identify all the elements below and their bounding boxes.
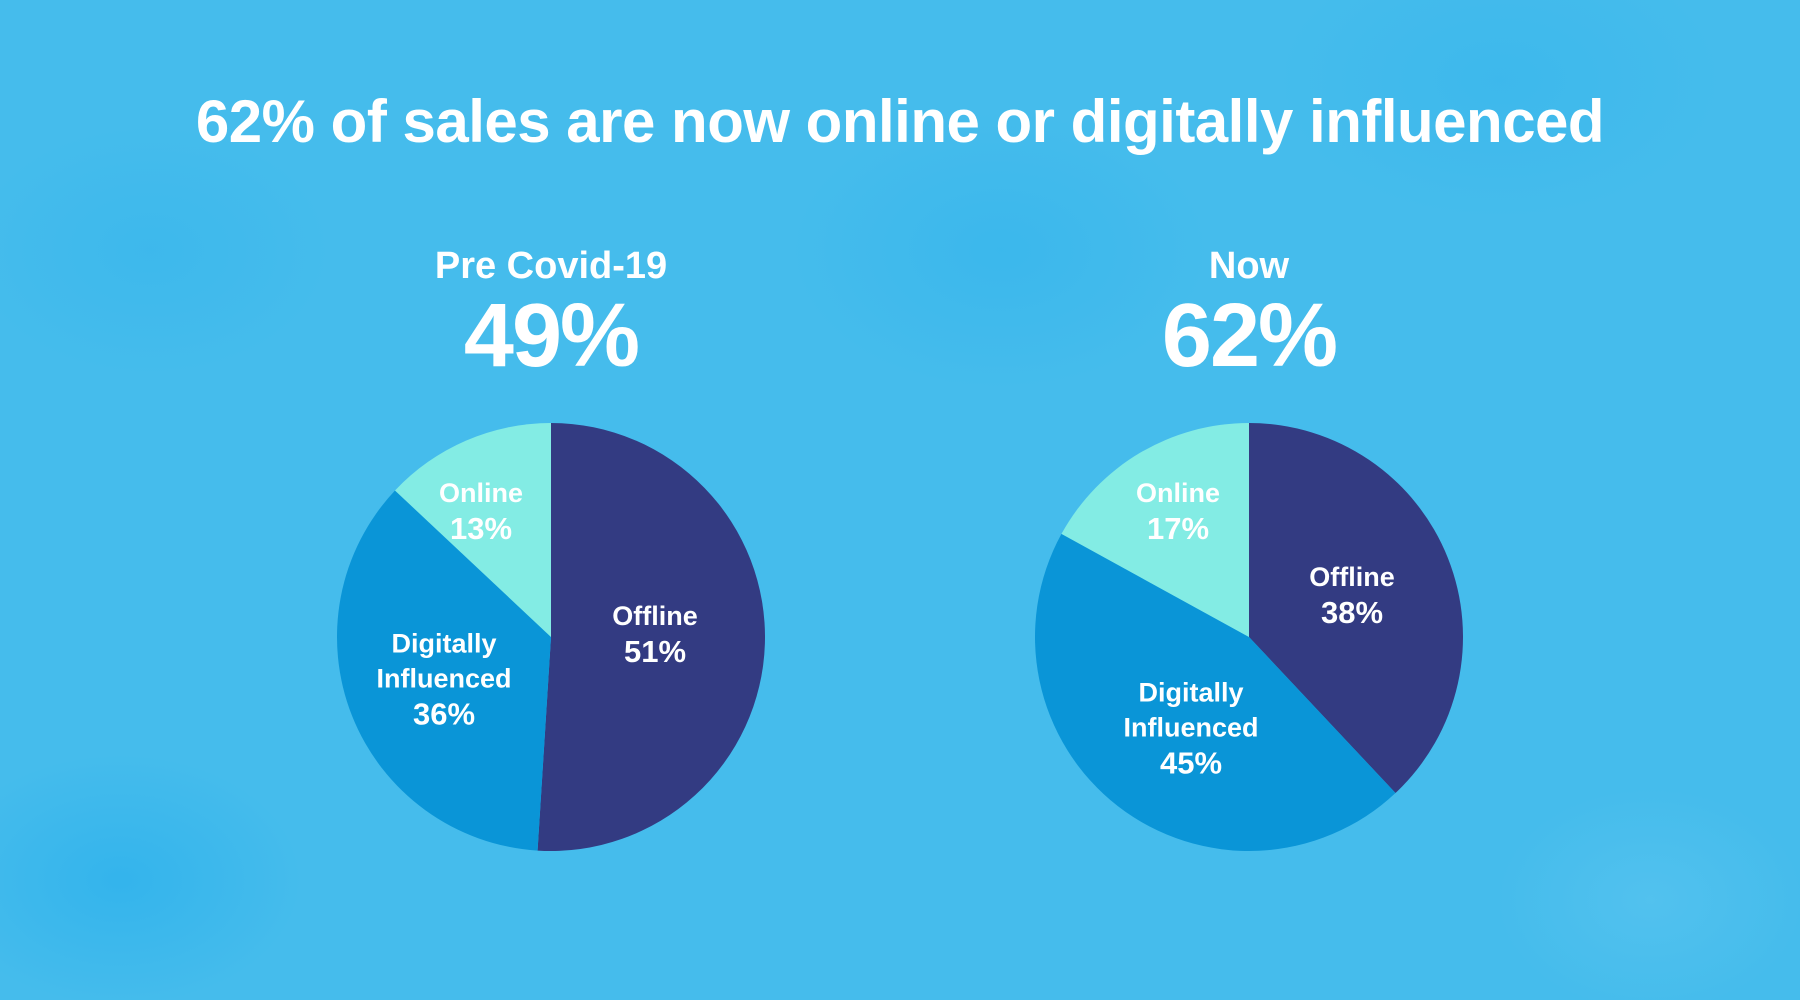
page-title: 62% of sales are now online or digitally… — [195, 88, 1605, 155]
slice-name: Offline — [1309, 562, 1395, 592]
slice-name-line2: Influenced — [1123, 712, 1259, 743]
slice-name-line1: Digitally — [1138, 677, 1244, 708]
panel-header-pre-covid: Pre Covid-19 49% — [301, 244, 801, 384]
pie-slice-digitally-influenced — [337, 490, 551, 851]
pie-chart-pre-covid — [337, 423, 766, 851]
slice-percent: 38% — [1320, 595, 1384, 630]
period-label: Now — [1208, 245, 1290, 287]
pie-slice-offline — [1249, 423, 1463, 793]
pie-slice-digitally-influenced — [1035, 533, 1396, 851]
pie-slice-online — [1061, 423, 1249, 637]
slice-label-offline: Offline 38% — [1309, 560, 1395, 630]
slice-label-online: Online 13% — [439, 476, 523, 546]
slice-percent: 45% — [1159, 745, 1223, 781]
slice-label-online: Online 17% — [1136, 476, 1220, 546]
slice-percent: 51% — [623, 634, 687, 669]
headline-percent: 49% — [463, 286, 640, 386]
slice-label-digitally-influenced: Digitally Influenced 36% — [376, 627, 511, 732]
slice-label-offline: Offline 51% — [612, 599, 698, 669]
period-label: Pre Covid-19 — [434, 245, 668, 287]
pie-chart-now — [1035, 423, 1463, 851]
pie-slice-online — [395, 423, 551, 637]
slice-name-line1: Digitally — [391, 628, 497, 659]
headline-percent: 62% — [1161, 286, 1338, 386]
slice-name-line2: Influenced — [376, 663, 512, 694]
slice-name: Offline — [612, 601, 698, 631]
slice-percent: 36% — [412, 696, 476, 732]
slice-percent: 13% — [449, 511, 513, 546]
pie-slice-offline — [537, 423, 766, 851]
slice-percent: 17% — [1146, 511, 1210, 546]
slice-label-digitally-influenced: Digitally Influenced 45% — [1123, 676, 1258, 781]
slice-name: Online — [1135, 478, 1221, 508]
panel-header-now: Now 62% — [999, 244, 1499, 384]
slice-name: Online — [438, 478, 524, 508]
